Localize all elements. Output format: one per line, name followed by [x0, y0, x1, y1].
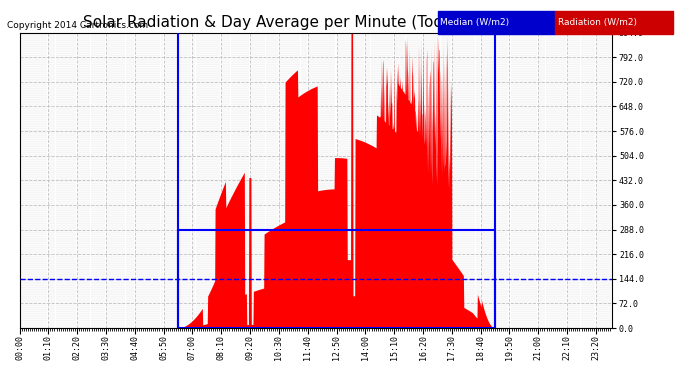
Title: Solar Radiation & Day Average per Minute (Today) 20140427: Solar Radiation & Day Average per Minute… [83, 15, 549, 30]
Text: Copyright 2014 Cartronics.com: Copyright 2014 Cartronics.com [7, 21, 148, 30]
Text: Radiation (W/m2): Radiation (W/m2) [558, 18, 636, 27]
Bar [178, 230, 495, 328]
Text: Median (W/m2): Median (W/m2) [440, 18, 509, 27]
